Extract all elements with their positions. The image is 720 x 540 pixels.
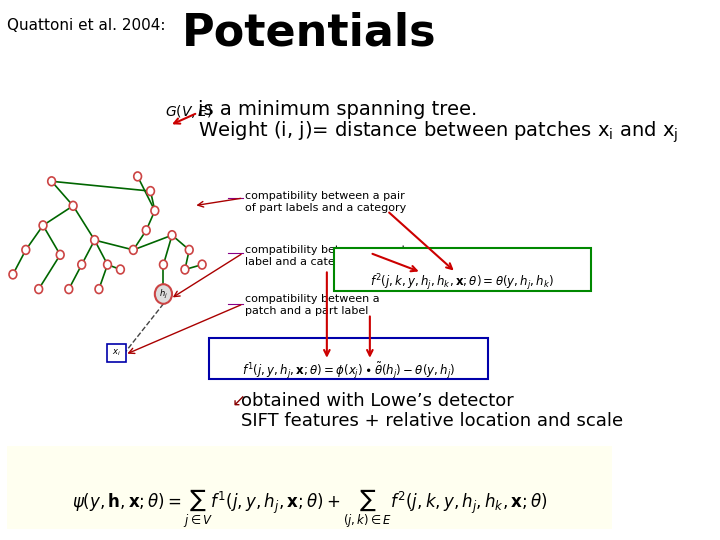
- FancyBboxPatch shape: [107, 344, 125, 362]
- Text: Quattoni et al. 2004:: Quattoni et al. 2004:: [7, 18, 166, 32]
- Circle shape: [39, 221, 47, 230]
- Text: Weight (i, j)= distance between patches $\mathregular{x_i}$ and $\mathregular{x_: Weight (i, j)= distance between patches …: [198, 119, 678, 145]
- Text: $\psi(y, \mathbf{h}, \mathbf{x}; \theta) = \sum_{j \in V} f^1(j,y,h_j,\mathbf{x}: $\psi(y, \mathbf{h}, \mathbf{x}; \theta)…: [72, 488, 547, 531]
- Text: $f^1(j,y,h_j,\mathbf{x};\theta) = \phi(x_j)\bullet\tilde{\theta}(h_j)-\theta(y,h: $f^1(j,y,h_j,\mathbf{x};\theta) = \phi(x…: [242, 361, 455, 381]
- Text: is a minimum spanning tree.: is a minimum spanning tree.: [198, 100, 477, 119]
- Circle shape: [9, 270, 17, 279]
- Circle shape: [198, 260, 206, 269]
- Circle shape: [35, 285, 42, 294]
- Circle shape: [95, 285, 103, 294]
- Text: SIFT features + relative location and scale: SIFT features + relative location and sc…: [240, 411, 623, 430]
- Circle shape: [151, 206, 158, 215]
- Circle shape: [117, 265, 125, 274]
- Circle shape: [134, 172, 142, 181]
- Circle shape: [168, 231, 176, 240]
- Text: $\swarrow$: $\swarrow$: [228, 392, 245, 410]
- FancyBboxPatch shape: [209, 338, 487, 379]
- Circle shape: [48, 177, 55, 186]
- Circle shape: [56, 251, 64, 259]
- Circle shape: [130, 246, 138, 254]
- FancyBboxPatch shape: [7, 446, 613, 529]
- FancyBboxPatch shape: [334, 248, 591, 291]
- Circle shape: [185, 246, 193, 254]
- Text: compatibility between a part
label and a category: compatibility between a part label and a…: [245, 245, 406, 267]
- Text: $G(V, E)$: $G(V, E)$: [165, 103, 213, 120]
- Text: compatibility between a
patch and a part label: compatibility between a patch and a part…: [245, 294, 379, 315]
- Circle shape: [78, 260, 86, 269]
- Circle shape: [147, 187, 154, 195]
- Circle shape: [181, 265, 189, 274]
- Text: $f^2(j,k,y,h_j,h_k,\mathbf{x};\theta) = \theta(y,h_j,h_k)$: $f^2(j,k,y,h_j,h_k,\mathbf{x};\theta) = …: [370, 273, 554, 293]
- Text: $x_i$: $x_i$: [112, 348, 120, 358]
- Text: Potentials: Potentials: [182, 12, 437, 55]
- Text: obtained with Lowe’s detector: obtained with Lowe’s detector: [240, 392, 513, 410]
- Circle shape: [160, 260, 167, 269]
- Circle shape: [155, 284, 172, 304]
- Text: compatibility between a pair
of part labels and a category: compatibility between a pair of part lab…: [245, 191, 406, 213]
- Circle shape: [143, 226, 150, 235]
- Circle shape: [22, 246, 30, 254]
- Circle shape: [69, 201, 77, 210]
- Circle shape: [104, 260, 112, 269]
- Circle shape: [65, 285, 73, 294]
- Text: $h_j$: $h_j$: [159, 287, 168, 301]
- Circle shape: [91, 235, 99, 245]
